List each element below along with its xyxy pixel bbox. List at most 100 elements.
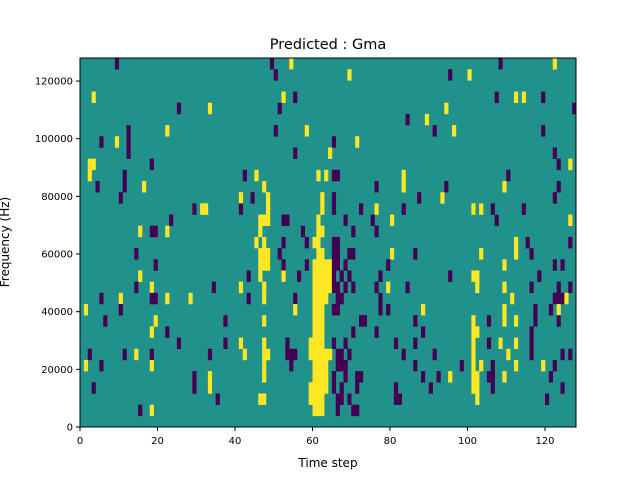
plot-area [79,57,577,428]
heatmap-cell-positive [471,371,480,383]
heatmap-cell-positive [238,281,244,294]
heatmap-cell-positive [316,169,321,182]
heatmap-cell-negative [122,181,127,193]
heatmap-cell-negative [556,315,561,327]
heatmap-cell-negative [448,69,453,81]
heatmap-cell-positive [514,359,519,372]
x-tick-label: 100 [458,436,477,447]
heatmap-cell-positive [262,371,267,383]
heatmap-cell-negative [560,382,565,394]
heatmap-cell-negative [370,214,375,227]
heatmap-cell-negative [169,214,174,227]
heatmap-cell-negative [331,169,340,182]
heatmap-cell-negative [486,337,492,350]
heatmap-cell-positive [281,270,286,282]
heatmap-cell-negative [335,393,344,405]
heatmap-cell-negative [552,292,565,305]
heatmap-cell-positive [258,259,271,271]
heatmap-cell-negative [331,371,337,383]
heatmap-cell-negative [560,348,565,361]
heatmap-cell-negative [494,214,499,227]
heatmap-cell-negative [339,270,344,282]
heatmap-cell-negative [134,281,139,294]
heatmap-cell-negative [413,359,418,372]
heatmap-cell-positive [254,169,259,182]
heatmap-cell-positive [165,125,170,137]
heatmap-cell-positive [312,304,325,316]
heatmap-cell-positive [114,136,120,148]
heatmap-cell-negative [165,326,170,338]
heatmap-cell-negative [304,259,309,271]
heatmap-cell-positive [502,304,507,316]
heatmap-cell-positive [312,270,333,282]
heatmap-cell-positive [471,326,480,338]
heatmap-cell-positive [424,113,430,126]
heatmap-cell-negative [343,281,348,294]
heatmap-cell-negative [401,348,406,361]
heatmap-cell-positive [568,158,573,171]
heatmap-cell-negative [91,382,96,394]
heatmap-cell-positive [514,91,519,104]
heatmap-cell-negative [211,281,216,294]
heatmap-cell-positive [471,337,476,350]
heatmap-cell-positive [312,315,325,327]
x-tick-label: 120 [535,436,554,447]
heatmap-cell-positive [312,371,329,383]
heatmap-cell-positive [134,348,139,361]
x-tick-label: 0 [77,436,83,447]
heatmap-cell-negative [529,248,534,260]
heatmap-cell-positive [401,169,406,182]
heatmap-cell-negative [122,348,127,361]
heatmap-cell-negative [552,147,557,159]
heatmap-cell-positive [316,248,325,260]
heatmap-cell-negative [374,225,379,238]
heatmap-cell-negative [331,136,337,148]
heatmap-cell-negative [293,91,298,104]
heatmap-cell-negative [378,304,383,316]
heatmap-cell-negative [560,259,565,271]
heatmap-cell-negative [393,393,402,405]
heatmap-cell-positive [258,225,263,238]
heatmap-cell-negative [486,315,492,327]
heatmap-cell-positive [479,203,484,215]
heatmap-cell-negative [490,382,495,394]
heatmap-cell-negative [304,236,309,249]
heatmap-cell-negative [494,91,499,104]
heatmap-cell-positive [502,371,507,383]
heatmap-cell-positive [118,292,123,305]
heatmap-cell-positive [266,203,271,215]
heatmap-cell-positive [510,292,515,305]
heatmap-cell-negative [246,270,251,282]
heatmap-cell-negative [413,337,418,350]
heatmap-cell-positive [258,214,271,227]
heatmap-cell-negative [176,337,182,350]
heatmap-cell-positive [514,315,519,327]
heatmap-cell-positive [83,304,89,316]
heatmap-cell-negative [448,270,453,282]
heatmap-cell-positive [312,292,329,305]
heatmap-cell-negative [486,371,495,383]
heatmap-cell-positive [238,192,244,204]
heatmap-cell-negative [281,236,286,249]
y-tick-label: 40000 [41,307,73,318]
heatmap-cell-negative [281,214,290,227]
heatmap-cell-positive [471,315,476,327]
heatmap-cell-negative [548,304,554,316]
heatmap-cell-positive [262,337,267,350]
heatmap-cell-positive [479,359,484,372]
heatmap-cell-negative [293,147,298,159]
heatmap-cell-negative [99,292,104,305]
heatmap-cell-negative [545,393,550,405]
heatmap-cell-positive [149,281,154,294]
heatmap-cell-positive [153,315,158,327]
heatmap-cell-positive [514,236,519,249]
heatmap-cell-negative [277,102,282,115]
heatmap-cell-positive [149,326,154,338]
heatmap-cell-negative [192,382,197,394]
heatmap-cell-negative [331,192,337,204]
heatmap-cell-positive [138,225,143,238]
heatmap-cell-positive [374,203,379,215]
heatmap-cell-positive [498,337,503,350]
heatmap-cell-positive [390,248,395,260]
heatmap-cell-negative [126,147,131,159]
